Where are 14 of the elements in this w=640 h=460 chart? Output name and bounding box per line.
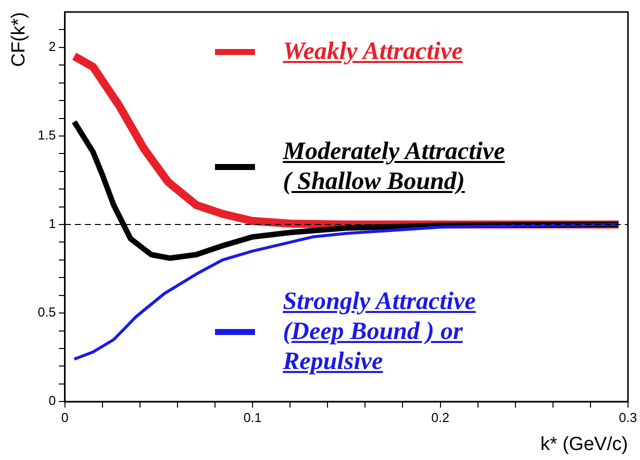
y-axis-title: CF(k*) [8, 12, 30, 67]
legend-label: Weakly Attractive [282, 37, 463, 67]
x-tick-label: 0.1 [244, 410, 262, 425]
y-tick-label: 0.5 [38, 304, 56, 320]
legend-label: Strongly Attractive (Deep Bound ) or Repulsive [282, 287, 476, 377]
y-tick-label: 1.5 [38, 128, 56, 143]
x-tick-label: 0.2 [431, 410, 450, 425]
y-tick-label: 2 [48, 38, 56, 54]
y-tick-label: 1 [48, 216, 56, 232]
y-tick-label: 0 [48, 393, 56, 408]
x-tick-label: 0.3 [618, 410, 638, 425]
x-axis-title: k* (GeV/c) [540, 434, 628, 455]
x-tick-label: 0 [61, 410, 68, 425]
legend-label: Moderately Attractive ( Shallow Bound) [282, 137, 505, 197]
